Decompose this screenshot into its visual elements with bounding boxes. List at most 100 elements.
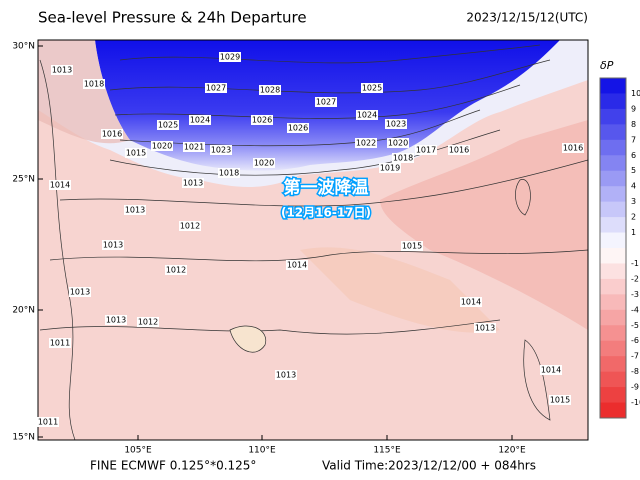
isobar-label-bg bbox=[183, 142, 205, 152]
isobar-label-bg bbox=[179, 221, 201, 231]
isobar-label-bg bbox=[157, 120, 179, 130]
colorbar-swatch bbox=[600, 139, 626, 156]
isobar-label: 1028 bbox=[260, 86, 280, 95]
isobar-label-bg bbox=[124, 205, 146, 215]
lat-label: 30°N bbox=[12, 42, 35, 52]
isobar-label: 1026 bbox=[252, 116, 272, 125]
annotation-title: 第一波降温 bbox=[284, 177, 369, 198]
map-frame bbox=[37, 39, 589, 441]
isobar-label: 1016 bbox=[102, 130, 122, 139]
colorbar-swatch bbox=[600, 248, 626, 264]
colorbar-swatch bbox=[600, 325, 626, 342]
isobar-label-bg bbox=[251, 115, 273, 125]
isobar-label-bg bbox=[415, 145, 437, 155]
isobar-label: 1014 bbox=[50, 181, 70, 190]
isobar-label: 1013 bbox=[475, 324, 495, 333]
colorbar-swatch bbox=[600, 78, 626, 94]
colorbar-swatch bbox=[600, 108, 626, 125]
colorbar-swatch bbox=[600, 356, 626, 373]
lat-label: 20°N bbox=[12, 306, 35, 316]
colorbar-label: -10 bbox=[631, 398, 640, 407]
isobar-label-bg bbox=[275, 370, 297, 380]
isobar-label-bg bbox=[49, 180, 71, 190]
colorbar-label: -4 bbox=[631, 305, 639, 314]
isobar-label: 1011 bbox=[38, 418, 58, 427]
isobar-label-bg bbox=[287, 123, 309, 133]
isobar-label-bg bbox=[151, 141, 173, 151]
colorbar-label: 6 bbox=[631, 151, 636, 160]
isobar-label: 1018 bbox=[84, 80, 104, 89]
isobar-label-bg bbox=[385, 119, 407, 129]
colorbar-swatch bbox=[600, 263, 626, 280]
isobar-label-bg bbox=[165, 265, 187, 275]
colorbar-label: -3 bbox=[631, 290, 639, 299]
colorbar-swatch bbox=[600, 93, 626, 110]
lon-label: 105°E bbox=[124, 446, 152, 456]
isobar-label-bg bbox=[189, 115, 211, 125]
isobar-label-bg bbox=[69, 287, 91, 297]
isobar-label-bg bbox=[51, 65, 73, 75]
isobar-label-bg bbox=[182, 178, 204, 188]
lat-label: 15°N bbox=[12, 433, 35, 443]
contours bbox=[39, 44, 588, 440]
isobar-label: 1012 bbox=[180, 222, 200, 231]
isobar-label-bg bbox=[83, 79, 105, 89]
isobar-label-bg bbox=[562, 143, 584, 153]
colorbar-swatch bbox=[600, 232, 626, 249]
isobar-label-bg bbox=[448, 145, 470, 155]
isobar-label: 1023 bbox=[211, 146, 231, 155]
colorbar-swatch bbox=[600, 186, 626, 203]
isobar-label: 1013 bbox=[125, 206, 145, 215]
isobar-label-bg bbox=[101, 129, 123, 139]
colorbar-label: -1 bbox=[631, 259, 639, 268]
isobar-label: 1016 bbox=[563, 144, 583, 153]
isobar-label: 1015 bbox=[126, 149, 146, 158]
isobar-label: 1025 bbox=[362, 84, 382, 93]
colorbar-label: -9 bbox=[631, 383, 639, 392]
isobar-label: 1013 bbox=[106, 316, 126, 325]
isobar-label-bg bbox=[549, 395, 571, 405]
isobar-label-bg bbox=[259, 85, 281, 95]
isobar-label-bg bbox=[356, 110, 378, 120]
isobar-label: 1029 bbox=[220, 53, 240, 62]
colorbar-label: 8 bbox=[631, 120, 636, 129]
isobar-label: 1024 bbox=[190, 116, 210, 125]
colorbar-label: -7 bbox=[631, 352, 639, 361]
isobar-label: 1013 bbox=[183, 179, 203, 188]
isobar-label-bg bbox=[355, 138, 377, 148]
colorbar-swatch bbox=[600, 217, 626, 234]
isobar-label-bg bbox=[315, 97, 337, 107]
isobar-label: 1027 bbox=[316, 98, 336, 107]
isobar-label-bg bbox=[37, 417, 59, 427]
isobar-label: 1019 bbox=[380, 164, 400, 173]
colorbar-label: -8 bbox=[631, 367, 639, 376]
isobar-label: 1016 bbox=[449, 146, 469, 155]
colorbar-label: 9 bbox=[631, 104, 636, 113]
lon-label: 115°E bbox=[373, 446, 401, 456]
isobar-label: 1020 bbox=[152, 142, 172, 151]
isobar-label: 1020 bbox=[388, 139, 408, 148]
colorbar-swatch bbox=[600, 170, 626, 187]
isobar-label-bg bbox=[361, 83, 383, 93]
isobar-label: 1013 bbox=[276, 371, 296, 380]
footer-valid: Valid Time:2023/12/12/00 + 084hrs bbox=[322, 459, 536, 473]
isobar-label-bg bbox=[540, 365, 562, 375]
isobar-label: 1024 bbox=[357, 111, 377, 120]
colorbar-label: -6 bbox=[631, 336, 639, 345]
footer-grid: FINE ECMWF 0.125°*0.125° bbox=[90, 459, 256, 473]
isobar-label: 1023 bbox=[386, 120, 406, 129]
colorbar-swatch bbox=[600, 278, 626, 295]
colorbar-label: 10 bbox=[631, 89, 640, 98]
isobar-label-bg bbox=[401, 241, 423, 251]
isobar-label: 1017 bbox=[416, 146, 436, 155]
isobar-label: 1014 bbox=[287, 261, 307, 270]
isobar-label: 1022 bbox=[356, 139, 376, 148]
isobar-label: 1018 bbox=[393, 154, 413, 163]
isobar-label: 1012 bbox=[166, 266, 186, 275]
colorbar-swatch bbox=[600, 155, 626, 172]
isobar-label: 1018 bbox=[219, 169, 239, 178]
colorbar-label: 3 bbox=[631, 197, 636, 206]
colorbar-title: δP bbox=[600, 59, 614, 72]
isobar-label-bg bbox=[474, 323, 496, 333]
colorbar-label: -5 bbox=[631, 321, 639, 330]
